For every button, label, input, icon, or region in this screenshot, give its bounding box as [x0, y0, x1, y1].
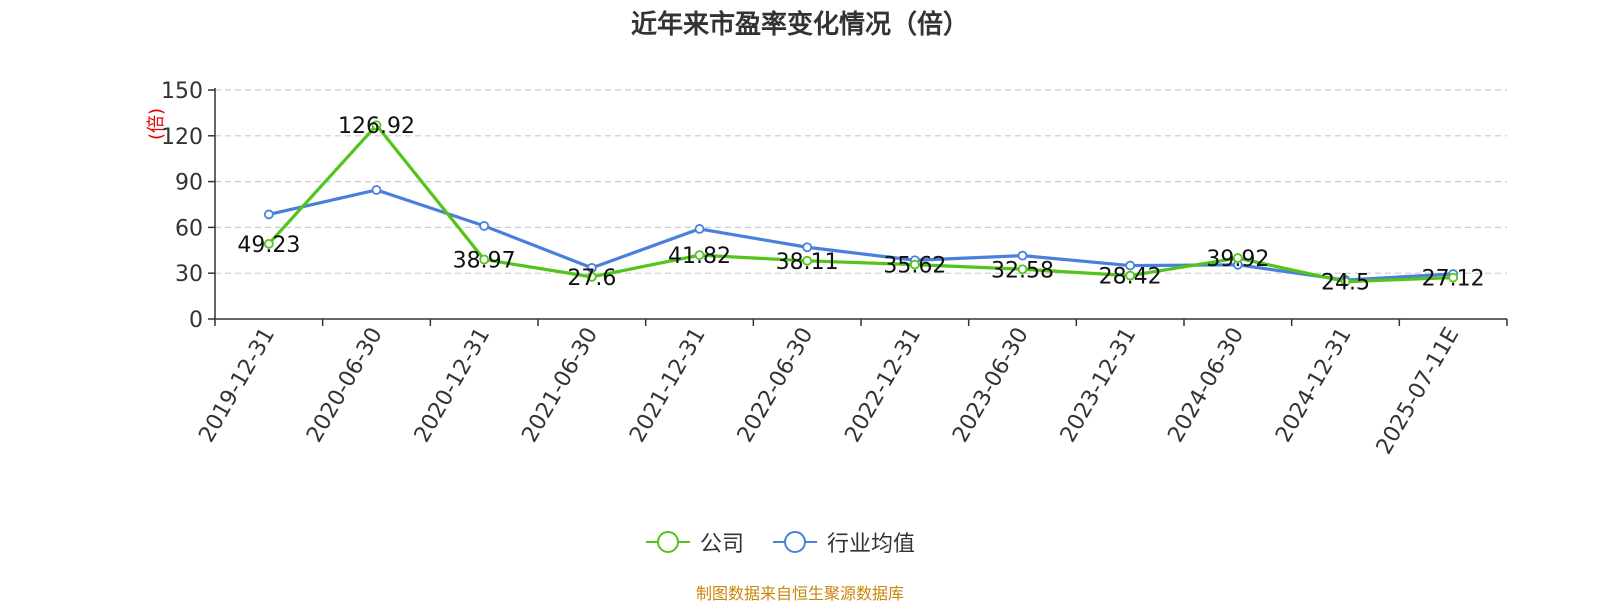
- data-point: [586, 271, 597, 282]
- chart-title: 近年来市盈率变化情况（倍）: [630, 10, 969, 40]
- data-point: [802, 242, 813, 253]
- x-axis-tick-label: 2023-06-30: [948, 324, 1034, 447]
- legend-label-industry-average: 行业均值: [827, 532, 916, 557]
- grid-layer: [215, 89, 1507, 274]
- data-point: [371, 185, 382, 195]
- data-point: [1017, 264, 1028, 275]
- data-source-note: 制图数据来自恒生聚源数据库: [695, 584, 904, 603]
- data-label-layer: 49.23 126.92 38.97 27.6 41.82 38.11 35.62 32.58…: [237, 114, 1484, 295]
- x-axis-tick-label: 2024-12-31: [1271, 324, 1357, 447]
- data-label: 24.5: [1321, 271, 1370, 296]
- series-layer: [263, 120, 1459, 287]
- x-axis-tick-label: 2020-12-31: [410, 323, 496, 446]
- data-point: [694, 250, 705, 261]
- data-point: [1232, 253, 1243, 263]
- y-axis-tick-label: 120: [161, 125, 203, 150]
- x-axis-tick-label: 2020-06-30: [302, 324, 388, 447]
- y-axis-label: (倍): [146, 108, 167, 140]
- data-point: [1448, 272, 1459, 283]
- data-point: [909, 259, 920, 270]
- legend-marker-company: [646, 531, 690, 553]
- data-point: [802, 255, 813, 266]
- data-point: [1125, 270, 1136, 281]
- data-label: 32.58: [991, 258, 1054, 283]
- data-label: 49.23: [237, 233, 300, 258]
- data-point: [586, 262, 597, 273]
- x-axis-tick-label: 2019-12-31: [194, 324, 280, 447]
- y-axis-tick-label: 150: [161, 79, 203, 104]
- data-point: [1017, 250, 1028, 261]
- legend-item-company[interactable]: 公司: [646, 522, 744, 562]
- y-axis-tick-label: 30: [175, 262, 203, 287]
- data-label: 27.12: [1422, 267, 1485, 292]
- data-point: [479, 220, 490, 231]
- data-label: 28.42: [1099, 265, 1162, 290]
- data-point: [479, 254, 490, 265]
- x-axis-tick-label: 2025-07-11E: [1372, 324, 1465, 459]
- data-point: [1125, 260, 1136, 271]
- data-label: 35.62: [883, 254, 946, 279]
- x-axis-tick-label: 2023-12-31: [1056, 324, 1142, 447]
- data-point: [694, 224, 705, 234]
- y-axis-tick-label: 90: [175, 171, 203, 196]
- data-label: 38.11: [776, 250, 839, 275]
- data-point: [371, 120, 382, 131]
- data-label: 126.92: [338, 114, 415, 139]
- x-axis-tick-label: 2022-12-31: [840, 323, 926, 446]
- x-axis-tick-label: 2021-06-30: [517, 324, 603, 447]
- data-point: [263, 209, 274, 220]
- line-chart: 0 30 60 90 120 150 (倍) 2019-12-31 2020-06-30 2020…: [146, 79, 1508, 459]
- legend-item-industry-average[interactable]: 行业均值: [773, 522, 915, 562]
- legend-marker-industry-average: [773, 531, 817, 553]
- x-axis-tick-label: 2021-12-31: [625, 324, 711, 447]
- data-label: 39.92: [1206, 247, 1269, 272]
- legend: 公司 行业均值: [0, 522, 1600, 562]
- data-label: 27.6: [567, 266, 616, 291]
- series-line: [267, 123, 1454, 284]
- y-axis-tick-label: 0: [189, 308, 203, 333]
- data-label: 41.82: [668, 244, 731, 269]
- series-line: [268, 188, 1454, 282]
- data-label: 38.97: [453, 249, 516, 274]
- data-point: [1340, 276, 1351, 287]
- legend-label-company: 公司: [700, 532, 745, 557]
- x-axis-tick-label: 2022-06-30: [733, 324, 819, 447]
- x-axis-tick-label: 2024-06-30: [1163, 324, 1249, 447]
- data-point: [263, 238, 274, 249]
- y-axis-tick-label: 60: [175, 216, 203, 241]
